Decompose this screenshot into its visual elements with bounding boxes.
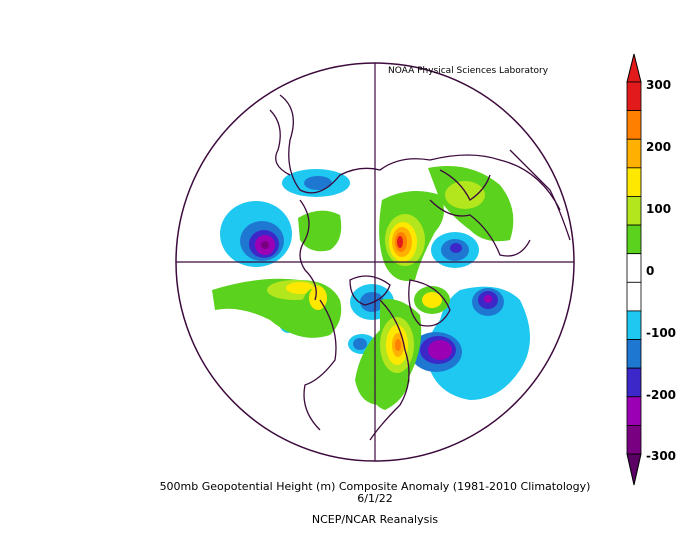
anomaly-neg-atlantic-core3 xyxy=(484,295,492,303)
anomaly-neg-hudson-core xyxy=(353,338,367,350)
colorbar-label-neg300: -300 xyxy=(646,449,677,463)
anomaly-pos-greenland-core xyxy=(422,292,442,308)
colorbar-swatch-9 xyxy=(626,339,642,369)
map-source: NCEP/NCAR Reanalysis xyxy=(311,513,439,526)
colorbar-swatch-4 xyxy=(626,196,642,226)
colorbar-swatch-11 xyxy=(626,396,642,426)
coast-east-asia-2 xyxy=(269,109,291,176)
anomaly-pos-west xyxy=(298,210,342,252)
anomaly-neg-pacific-core4 xyxy=(261,241,269,249)
map-title: 500mb Geopotential Height (m) Composite … xyxy=(159,480,591,493)
colorbar-label-100: 100 xyxy=(646,202,672,216)
anomaly-field xyxy=(212,166,530,410)
colorbar-label-200: 200 xyxy=(646,140,672,154)
colorbar-label-0: 0 xyxy=(646,264,655,278)
colorbar-label-neg100: -100 xyxy=(646,326,677,340)
anomaly-pos-pacific-band-core2 xyxy=(286,282,314,294)
colorbar-swatch-1 xyxy=(626,110,642,140)
anomaly-pos-eurasia-core xyxy=(445,181,485,209)
colorbar-label-neg200: -200 xyxy=(646,388,677,402)
anomaly-pos-arctic-ring5 xyxy=(397,236,403,248)
anomaly-neg-labrador-core2 xyxy=(428,340,452,360)
coast-europe xyxy=(429,199,531,257)
colorbar-swatch-7 xyxy=(626,281,642,312)
coast-greenland xyxy=(408,279,451,327)
colorbar-swatches xyxy=(626,81,642,455)
colorbar-swatch-12 xyxy=(626,424,642,455)
map-date: 6/1/22 xyxy=(357,492,393,505)
coast-pacific xyxy=(299,199,317,301)
coast-africa xyxy=(509,149,571,241)
colorbar-swatch-5 xyxy=(626,224,642,255)
colorbar-swatch-8 xyxy=(626,310,642,340)
coastlines xyxy=(269,94,571,441)
colorbar-swatch-0 xyxy=(626,81,642,112)
anomaly-neg-europe-core2 xyxy=(450,243,462,253)
anomaly-neg-arctic-core xyxy=(360,292,384,312)
coast-scandinavia xyxy=(439,169,491,201)
coast-asia xyxy=(279,94,561,211)
colorbar-swatch-3 xyxy=(626,167,642,197)
anomaly-pos-canada-ring4 xyxy=(395,339,401,351)
colorbar-label-300: 300 xyxy=(646,78,672,92)
anomaly-neg-atlantic xyxy=(426,286,530,400)
colorbar-swatch-2 xyxy=(626,138,642,169)
coast-north-america xyxy=(303,299,337,431)
coast-east-na xyxy=(369,299,410,441)
colorbar-swatch-6 xyxy=(626,253,642,283)
credit-label: NOAA Physical Sciences Laboratory xyxy=(388,66,549,76)
colorbar-swatch-10 xyxy=(626,367,642,398)
anomaly-pos-us xyxy=(365,372,410,410)
colorbar-bottom-arrow xyxy=(626,453,642,486)
anomaly-neg-siberia-core xyxy=(304,176,332,190)
coast-arctic-islands xyxy=(349,275,391,306)
colorbar xyxy=(626,53,642,486)
colorbar-top-arrow xyxy=(626,53,642,83)
